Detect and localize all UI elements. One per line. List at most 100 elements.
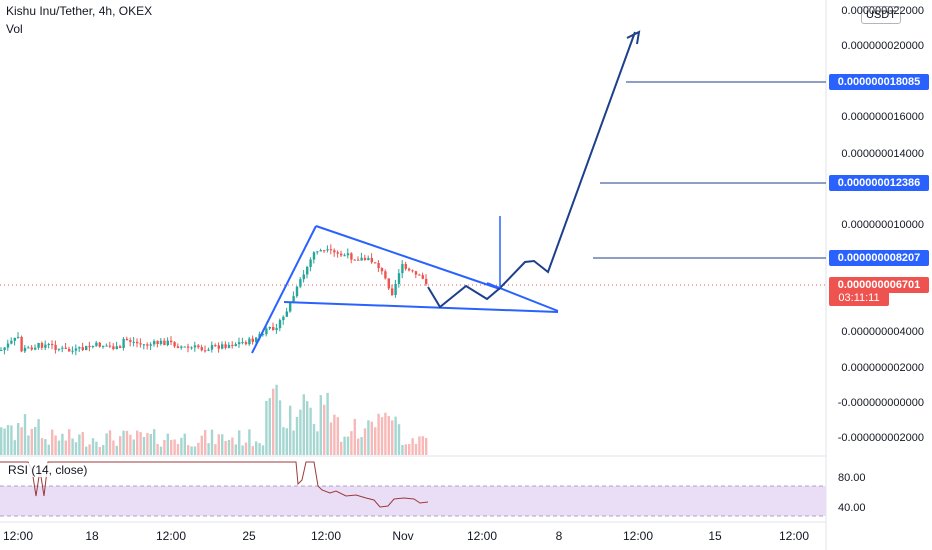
candle-body [387, 278, 390, 289]
volume-bar [343, 436, 346, 455]
candle-body [146, 344, 149, 346]
candle-body [136, 341, 139, 344]
candle-body [391, 288, 394, 296]
projection-drawings[interactable] [427, 30, 641, 309]
volume-bar [391, 420, 394, 455]
candle-body [74, 348, 78, 351]
candle-body [102, 345, 105, 347]
candle-body [85, 345, 88, 351]
candle-body [176, 346, 180, 348]
time-tick: 12:00 [155, 529, 187, 543]
volume-bar [91, 438, 95, 455]
candle-body [374, 262, 377, 264]
candle-body [272, 326, 275, 331]
volume-bar [319, 395, 322, 455]
volume-bar [312, 423, 316, 455]
volume-bar [374, 427, 377, 455]
rsi-band [0, 486, 826, 516]
volume-bar [224, 440, 227, 455]
price-tick: -0.000000000000 [837, 397, 924, 409]
volume-bar [394, 416, 397, 455]
candle-body [329, 249, 333, 251]
volume-bar [231, 437, 234, 455]
projection-path[interactable] [427, 31, 636, 309]
wedge-lower-return-line[interactable] [486, 282, 559, 312]
time-tick: 12:00 [622, 529, 654, 543]
candle-body [238, 342, 241, 345]
candle-body [190, 347, 193, 349]
candle-body [285, 311, 288, 317]
candle-body [346, 253, 350, 256]
candle-body [309, 259, 312, 267]
volume-bar [17, 422, 20, 455]
candle-body [125, 338, 129, 341]
chart-title-legend[interactable]: Kishu Inu/Tether, 4h, OKEX [6, 4, 153, 18]
candle-body [302, 274, 305, 280]
candle-body [197, 345, 200, 348]
candle-body [380, 268, 384, 272]
volume-bar [234, 444, 237, 455]
candle-body [295, 286, 299, 297]
candle-body [200, 347, 203, 351]
volume-bar [166, 433, 169, 455]
current-price-tag[interactable]: 0.000000006701 [829, 277, 929, 293]
volume-bar [244, 442, 248, 455]
volume-legend[interactable]: Vol [6, 22, 23, 36]
volume-bar [34, 426, 37, 455]
volume-bar [78, 434, 81, 455]
target-price-tag-1[interactable]: 0.000000018085 [829, 74, 929, 90]
candle-body [244, 342, 248, 345]
target-lines[interactable] [593, 81, 826, 259]
volume-bar [204, 429, 207, 455]
candle-body [265, 328, 268, 335]
volume-bar [425, 437, 428, 455]
target-price-tag-3[interactable]: 0.000000008207 [829, 250, 929, 266]
candle-body [54, 344, 57, 350]
candle-body [326, 249, 329, 251]
candle-body [268, 326, 271, 329]
wedge-lower-line[interactable] [283, 301, 559, 313]
volume-bar [102, 445, 105, 455]
candle-body [210, 345, 214, 350]
volume-bar [261, 445, 265, 455]
candle-body [204, 350, 207, 352]
candle-body [323, 250, 326, 252]
pattern-drawings[interactable] [251, 225, 559, 354]
volume-bar [176, 444, 180, 455]
candle-body [163, 340, 166, 346]
candle-body [61, 347, 64, 349]
candlesticks [0, 244, 428, 356]
projection-arrow-head[interactable] [626, 30, 641, 45]
candle-body [57, 348, 61, 350]
candle-body [170, 340, 173, 343]
candle-body [30, 347, 33, 350]
volume-bar [125, 430, 129, 455]
volume-bar [363, 428, 367, 455]
time-tick: 12:00 [778, 529, 810, 543]
volume-bar [336, 417, 339, 455]
volume-bar [238, 430, 241, 455]
volume-bar [265, 400, 268, 455]
uptrend-line[interactable] [251, 225, 317, 354]
candle-body [360, 257, 363, 261]
target-price-tag-2[interactable]: 0.000000012386 [829, 175, 929, 191]
volume-bar [295, 416, 299, 455]
candle-body [404, 264, 407, 269]
candle-body [3, 347, 6, 350]
volume-bar [23, 414, 27, 455]
rsi-line [0, 461, 429, 508]
candle-body [20, 336, 23, 352]
volume-bar [149, 434, 152, 455]
volume-bar [411, 438, 414, 455]
price-tick: 0.000000004000 [841, 326, 924, 338]
volume-bar [217, 434, 220, 455]
volume-bar [316, 431, 319, 455]
volume-bar [37, 419, 40, 455]
volume-bar [251, 446, 254, 455]
rsi-legend[interactable]: RSI (14, close) [6, 463, 90, 477]
volume-bar [64, 440, 67, 455]
currency-button[interactable]: USDT [861, 6, 901, 24]
volume-bar [333, 414, 336, 455]
wedge-upper-line[interactable] [315, 225, 501, 290]
